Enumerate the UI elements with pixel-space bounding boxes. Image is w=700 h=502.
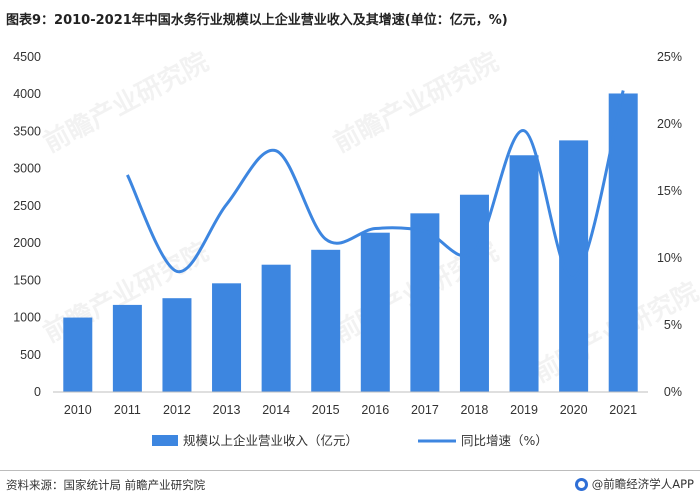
legend: 规模以上企业营业收入（亿元） 同比增速（%） bbox=[152, 433, 548, 448]
bar bbox=[459, 194, 489, 392]
x-tick-label: 2014 bbox=[262, 403, 290, 417]
x-tick-label: 2020 bbox=[560, 403, 588, 417]
legend-label-line: 同比增速（%） bbox=[461, 433, 548, 448]
watermark-text: 前瞻产业研究院 bbox=[38, 46, 213, 159]
combo-chart: 前瞻产业研究院前瞻产业研究院前瞻产业研究院前瞻产业研究院前瞻产业研究院 0500… bbox=[13, 46, 700, 448]
y-left-tick-label: 4000 bbox=[13, 87, 41, 101]
y-left-tick-label: 3500 bbox=[13, 124, 41, 138]
chart-title: 图表9：2010-2021年中国水务行业规模以上企业营业收入及其增速(单位：亿元… bbox=[6, 13, 508, 28]
growth-line bbox=[126, 90, 625, 280]
bar bbox=[311, 249, 341, 392]
y-right-tick-label: 5% bbox=[664, 318, 682, 332]
bar bbox=[112, 304, 142, 392]
bar bbox=[63, 317, 93, 392]
y-left-tick-label: 1000 bbox=[13, 311, 41, 325]
x-tick-label: 2019 bbox=[510, 403, 538, 417]
source-note: 资料来源：国家统计局 前瞻产业研究院 bbox=[6, 478, 206, 492]
x-tick-label: 2015 bbox=[312, 403, 340, 417]
bar bbox=[261, 264, 291, 392]
brand-credit: @前瞻经济学人APP bbox=[574, 476, 694, 492]
y-right-tick-label: 0% bbox=[664, 385, 682, 399]
x-tick-label: 2018 bbox=[461, 403, 489, 417]
y-left-tick-label: 2500 bbox=[13, 199, 41, 213]
footer-divider bbox=[0, 470, 700, 471]
y-left-tick-label: 1500 bbox=[13, 273, 41, 287]
x-tick-label: 2011 bbox=[114, 403, 141, 417]
y-left-tick-label: 500 bbox=[20, 348, 41, 362]
bar-series bbox=[63, 93, 638, 392]
legend-label-bar: 规模以上企业营业收入（亿元） bbox=[183, 433, 358, 448]
y-left-tick-label: 2000 bbox=[13, 236, 41, 250]
x-tick-label: 2021 bbox=[609, 403, 637, 417]
x-tick-label: 2013 bbox=[213, 403, 241, 417]
line-series bbox=[126, 90, 625, 280]
x-tick-label: 2010 bbox=[64, 403, 92, 417]
watermark-text: 前瞻产业研究院 bbox=[328, 46, 503, 159]
axes: 0 500 1000 1500 2000 2500 3000 3500 4000 4500 0% 5%… bbox=[13, 50, 682, 417]
brand-logo-icon bbox=[574, 477, 588, 491]
brand-text: @前瞻经济学人APP bbox=[591, 477, 694, 491]
bar bbox=[410, 213, 440, 392]
legend-swatch-bar bbox=[152, 435, 178, 446]
x-tick-label: 2016 bbox=[361, 403, 389, 417]
x-tick-label: 2012 bbox=[163, 403, 191, 417]
x-tick-label: 2017 bbox=[411, 403, 439, 417]
y-right-tick-label: 15% bbox=[657, 184, 682, 198]
bar bbox=[360, 232, 390, 392]
y-left-tick-label: 0 bbox=[34, 385, 41, 399]
y-right-tick-label: 20% bbox=[657, 117, 682, 131]
y-right-tick-label: 10% bbox=[657, 251, 682, 265]
bar bbox=[212, 283, 242, 392]
bar bbox=[509, 155, 539, 392]
y-left-tick-label: 3000 bbox=[13, 162, 41, 176]
y-right-tick-label: 25% bbox=[657, 50, 682, 64]
bar bbox=[162, 298, 192, 392]
y-left-tick-label: 4500 bbox=[13, 50, 41, 64]
